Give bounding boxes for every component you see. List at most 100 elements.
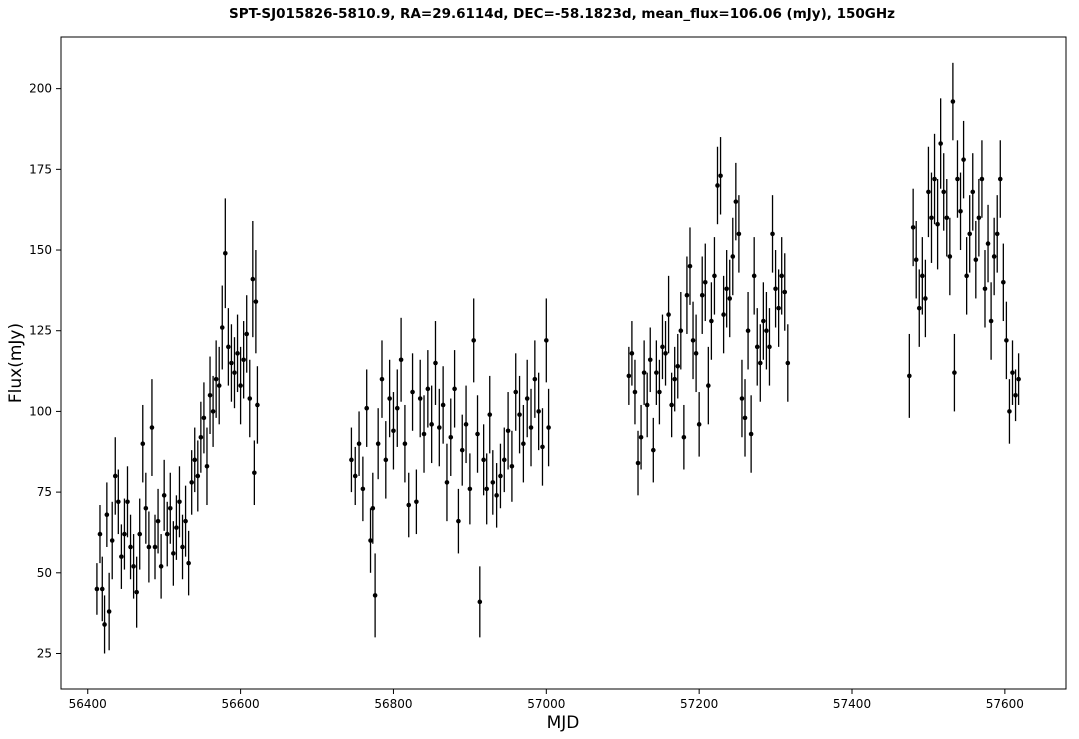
data-point bbox=[244, 331, 250, 337]
data-point bbox=[383, 457, 389, 463]
data-point bbox=[437, 425, 442, 430]
data-point bbox=[106, 609, 112, 614]
data-point bbox=[207, 392, 213, 398]
data-point bbox=[192, 457, 198, 463]
data-point bbox=[773, 286, 778, 292]
data-point bbox=[706, 383, 711, 388]
data-point bbox=[102, 622, 107, 627]
data-point bbox=[463, 422, 469, 427]
data-point bbox=[410, 389, 415, 395]
data-point bbox=[391, 428, 396, 434]
data-point bbox=[229, 360, 234, 366]
data-point bbox=[398, 357, 404, 363]
data-point bbox=[235, 351, 240, 356]
data-point bbox=[675, 363, 681, 369]
data-point bbox=[770, 231, 775, 237]
data-point bbox=[122, 531, 127, 537]
data-point bbox=[213, 376, 219, 382]
data-point bbox=[255, 402, 260, 408]
data-point bbox=[97, 531, 103, 537]
data-point bbox=[152, 544, 158, 550]
data-point bbox=[421, 431, 427, 437]
data-point bbox=[177, 499, 182, 505]
data-point bbox=[155, 518, 161, 524]
data-point bbox=[964, 273, 969, 279]
data-point bbox=[372, 593, 378, 598]
data-point bbox=[216, 383, 222, 388]
data-point bbox=[632, 389, 638, 395]
data-point bbox=[913, 257, 919, 263]
data-point bbox=[467, 486, 473, 492]
data-point bbox=[509, 463, 515, 469]
data-point bbox=[174, 525, 179, 530]
data-point bbox=[910, 225, 916, 230]
data-point bbox=[521, 441, 526, 446]
data-point bbox=[352, 473, 358, 479]
data-points-group bbox=[94, 99, 1021, 627]
x-tick-label: 57000 bbox=[527, 697, 565, 711]
data-point bbox=[730, 254, 736, 259]
data-point bbox=[128, 544, 133, 550]
data-point bbox=[938, 141, 943, 146]
data-point bbox=[684, 292, 690, 298]
data-point bbox=[641, 370, 647, 375]
data-point bbox=[950, 99, 956, 104]
data-point bbox=[690, 338, 696, 343]
data-point bbox=[109, 538, 115, 543]
data-point bbox=[952, 370, 957, 375]
data-point bbox=[484, 486, 489, 492]
data-point bbox=[779, 273, 784, 279]
data-point bbox=[1007, 409, 1012, 414]
data-point bbox=[477, 599, 483, 605]
data-point bbox=[929, 215, 934, 221]
y-axis-ticks: 25 50 75 100 125 150 175 200 bbox=[29, 82, 61, 660]
data-point bbox=[920, 273, 925, 279]
data-point bbox=[387, 396, 392, 401]
data-point bbox=[1004, 338, 1009, 343]
data-point bbox=[158, 564, 164, 569]
data-point bbox=[140, 441, 146, 446]
data-point bbox=[370, 505, 376, 511]
data-point bbox=[356, 441, 362, 446]
data-point bbox=[663, 351, 668, 356]
data-point bbox=[487, 412, 493, 417]
data-point bbox=[119, 554, 124, 559]
error-bars-group bbox=[96, 62, 1020, 654]
data-point bbox=[727, 296, 733, 301]
data-point bbox=[417, 396, 423, 401]
data-point bbox=[532, 376, 538, 382]
data-point bbox=[104, 512, 110, 518]
data-point bbox=[970, 189, 976, 195]
y-tick-label: 200 bbox=[29, 82, 52, 96]
data-point bbox=[736, 231, 742, 237]
data-point bbox=[505, 428, 511, 434]
data-point bbox=[724, 286, 729, 292]
y-tick-label: 75 bbox=[37, 485, 52, 499]
x-axis-ticks: 56400 56600 56800 57000 57200 57400 57600 bbox=[69, 689, 1024, 711]
data-point bbox=[429, 422, 434, 427]
data-point bbox=[528, 425, 534, 430]
data-point bbox=[137, 531, 143, 537]
data-point bbox=[198, 434, 204, 440]
data-point bbox=[250, 276, 256, 282]
x-tick-label: 57600 bbox=[986, 697, 1024, 711]
data-point bbox=[414, 499, 419, 505]
data-point bbox=[958, 208, 963, 214]
data-point bbox=[776, 305, 781, 311]
data-point bbox=[459, 447, 465, 453]
data-point bbox=[660, 344, 665, 350]
data-point bbox=[916, 305, 922, 311]
data-point bbox=[494, 493, 499, 498]
data-point bbox=[125, 499, 130, 505]
plot-frame bbox=[60, 36, 1067, 690]
data-point bbox=[546, 425, 551, 430]
data-point bbox=[456, 518, 461, 524]
data-point bbox=[540, 444, 545, 450]
data-point bbox=[742, 415, 748, 421]
data-point bbox=[210, 409, 216, 414]
data-point bbox=[669, 402, 674, 408]
y-tick-label: 50 bbox=[37, 566, 52, 580]
data-point bbox=[961, 157, 966, 162]
